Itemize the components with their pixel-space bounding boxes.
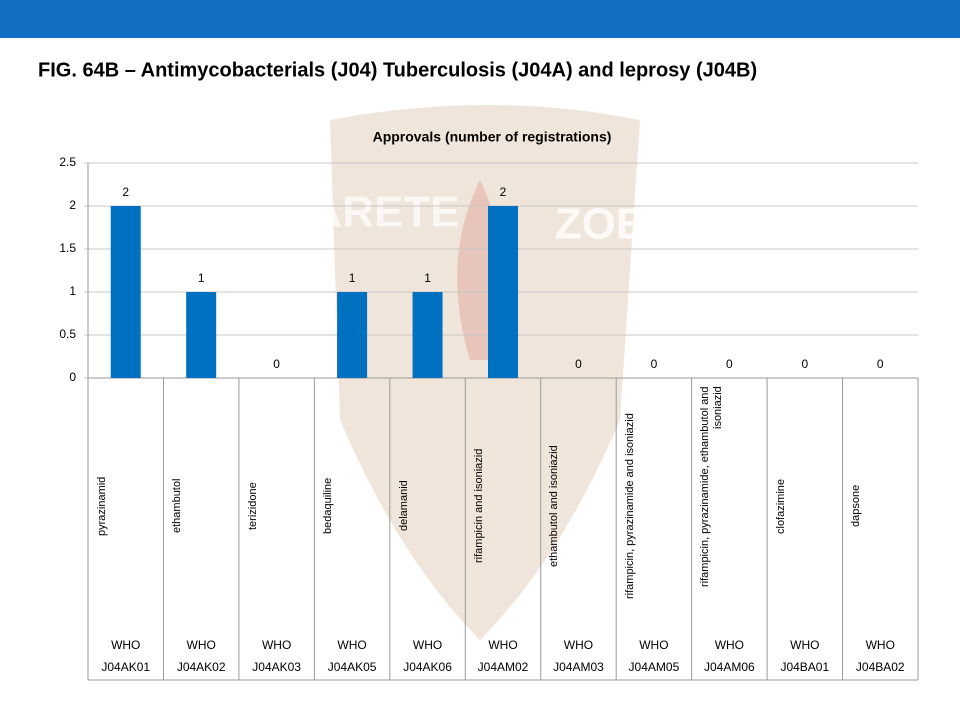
x-tick-label: delamanid	[398, 386, 458, 626]
x-tick-label: rifampicin, pyrazinamide and isoniazid	[624, 386, 684, 626]
data-label: 2	[122, 185, 129, 199]
data-label: 0	[651, 357, 658, 371]
x-tick-label: terizidone	[247, 386, 307, 626]
group-label: WHO	[262, 638, 291, 652]
bar	[186, 292, 217, 378]
x-tick-text: pyrazinamid	[95, 476, 108, 536]
x-tick-text: terizidone	[246, 482, 259, 530]
x-tick-text: rifampicin and isoniazid	[473, 448, 485, 564]
group-label: WHO	[790, 638, 819, 652]
data-label: 0	[575, 357, 582, 371]
group-label: WHO	[564, 638, 593, 652]
x-tick-text: rifampicin, pyrazinamide, ethambutol and…	[699, 386, 725, 587]
code-label: J04AK02	[177, 660, 226, 674]
group-label: WHO	[639, 638, 668, 652]
code-label: J04AM03	[553, 660, 604, 674]
x-tick-label: rifampicin, pyrazinamide, ethambutol and…	[699, 386, 759, 626]
x-tick-text: bedaquiline	[322, 477, 335, 535]
data-label: 0	[877, 357, 884, 371]
group-label: WHO	[866, 638, 895, 652]
data-label: 1	[424, 271, 431, 285]
x-tick-label: dapsone	[850, 386, 910, 626]
data-label: 0	[801, 357, 808, 371]
data-label: 0	[273, 357, 280, 371]
data-label: 1	[198, 271, 205, 285]
bar	[337, 292, 368, 378]
group-label: WHO	[413, 638, 442, 652]
x-tick-label: pyrazinamid	[96, 386, 156, 626]
x-tick-text: clofazimine	[774, 478, 787, 534]
x-tick-label: rifampicin and isoniazid	[473, 386, 533, 626]
y-tick-label: 2	[69, 198, 76, 212]
group-label: WHO	[111, 638, 140, 652]
bar	[412, 292, 443, 378]
code-label: J04AK05	[328, 660, 377, 674]
y-tick-label: 1.5	[59, 241, 76, 255]
group-label: WHO	[488, 638, 517, 652]
y-tick-label: 0.5	[59, 327, 76, 341]
code-label: J04AM02	[478, 660, 529, 674]
watermark-shield	[330, 105, 640, 640]
code-label: J04BA02	[856, 660, 905, 674]
group-label: WHO	[187, 638, 216, 652]
y-tick-label: 2.5	[59, 155, 76, 169]
header-band	[0, 0, 960, 38]
watermark-text: ZOE	[555, 200, 645, 249]
page-title: FIG. 64B – Antimycobacterials (J04) Tube…	[38, 59, 757, 81]
code-label: J04AK06	[403, 660, 452, 674]
code-label: J04BA01	[780, 660, 829, 674]
x-tick-text: rifampicin, pyrazinamide and isoniazid	[623, 413, 636, 599]
code-label: J04AK03	[252, 660, 301, 674]
data-label: 0	[726, 357, 733, 371]
y-tick-label: 1	[69, 284, 76, 298]
y-tick-label: 0	[69, 370, 76, 384]
x-tick-text: ethambutol	[171, 478, 184, 534]
code-label: J04AM06	[704, 660, 755, 674]
x-tick-text: delamanid	[397, 480, 410, 532]
x-tick-label: clofazimine	[775, 386, 835, 626]
x-tick-text: ethambutol and isoniazid	[548, 445, 561, 567]
bar	[488, 206, 518, 378]
data-label: 2	[500, 185, 507, 199]
data-label: 1	[349, 271, 356, 285]
watermark-text: ARETE	[310, 188, 459, 237]
x-tick-label: ethambutol and isoniazid	[548, 386, 608, 626]
x-tick-label: ethambutol	[171, 386, 231, 626]
code-label: J04AK01	[101, 660, 150, 674]
x-tick-label: bedaquiline	[322, 386, 382, 626]
x-tick-text: dapsone	[850, 484, 863, 528]
bar	[110, 206, 141, 378]
group-label: WHO	[337, 638, 366, 652]
chart-title: Approvals (number of registrations)	[373, 129, 612, 145]
group-label: WHO	[715, 638, 744, 652]
code-label: J04AM05	[629, 660, 680, 674]
